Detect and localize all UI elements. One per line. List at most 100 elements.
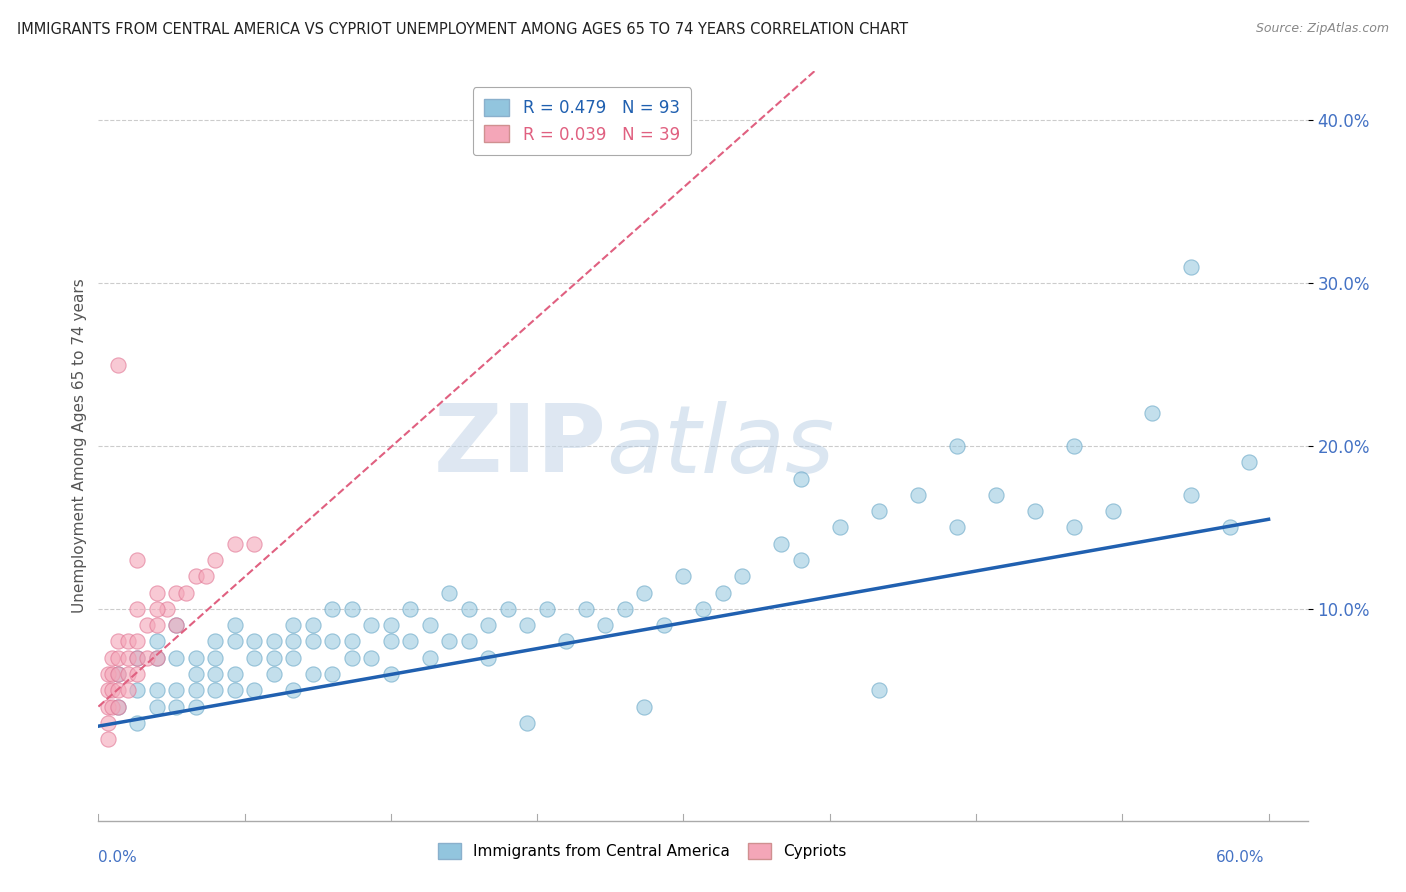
Point — [789, 553, 811, 567]
Text: 0.0%: 0.0% — [98, 850, 138, 865]
Point — [458, 634, 481, 648]
Point — [127, 650, 149, 665]
Point — [302, 618, 325, 632]
Point — [165, 650, 187, 665]
Point — [828, 520, 851, 534]
Point — [380, 634, 402, 648]
Point — [380, 618, 402, 632]
Point — [477, 650, 499, 665]
Point — [711, 585, 734, 599]
Point — [516, 618, 538, 632]
Point — [652, 618, 675, 632]
Point — [184, 699, 207, 714]
Point — [146, 650, 169, 665]
Point — [146, 618, 169, 632]
Point — [101, 650, 124, 665]
Point — [496, 602, 519, 616]
Point — [97, 699, 120, 714]
Point — [107, 699, 129, 714]
Point — [516, 715, 538, 730]
Point — [127, 634, 149, 648]
Point — [224, 683, 246, 698]
Point — [97, 715, 120, 730]
Point — [184, 569, 207, 583]
Point — [117, 667, 139, 681]
Point — [321, 634, 343, 648]
Legend: Immigrants from Central America, Cypriots: Immigrants from Central America, Cypriot… — [432, 838, 853, 865]
Point — [1063, 439, 1085, 453]
Point — [146, 699, 169, 714]
Point — [117, 650, 139, 665]
Point — [243, 634, 266, 648]
Point — [672, 569, 695, 583]
Point — [136, 650, 159, 665]
Point — [107, 667, 129, 681]
Point — [165, 585, 187, 599]
Point — [194, 569, 217, 583]
Point — [283, 634, 305, 648]
Point — [243, 537, 266, 551]
Point — [97, 732, 120, 747]
Point — [184, 650, 207, 665]
Point — [107, 667, 129, 681]
Text: ZIP: ZIP — [433, 400, 606, 492]
Point — [117, 634, 139, 648]
Y-axis label: Unemployment Among Ages 65 to 74 years: Unemployment Among Ages 65 to 74 years — [72, 278, 87, 614]
Point — [439, 585, 461, 599]
Point — [263, 634, 285, 648]
Point — [127, 602, 149, 616]
Point — [283, 683, 305, 698]
Point — [263, 667, 285, 681]
Point — [692, 602, 714, 616]
Point — [555, 634, 578, 648]
Point — [1063, 520, 1085, 534]
Point — [146, 634, 169, 648]
Point — [107, 358, 129, 372]
Point — [174, 585, 197, 599]
Point — [101, 683, 124, 698]
Point — [380, 667, 402, 681]
Point — [107, 699, 129, 714]
Point — [146, 683, 169, 698]
Point — [321, 667, 343, 681]
Point — [146, 650, 169, 665]
Point — [283, 618, 305, 632]
Point — [263, 650, 285, 665]
Point — [283, 650, 305, 665]
Point — [575, 602, 598, 616]
Point — [399, 634, 422, 648]
Point — [156, 602, 179, 616]
Point — [107, 683, 129, 698]
Point — [243, 650, 266, 665]
Point — [204, 667, 226, 681]
Point — [146, 602, 169, 616]
Point — [731, 569, 754, 583]
Point — [127, 553, 149, 567]
Point — [127, 650, 149, 665]
Point — [107, 650, 129, 665]
Point — [204, 650, 226, 665]
Point — [1140, 406, 1163, 420]
Point — [97, 667, 120, 681]
Point — [97, 683, 120, 698]
Point — [1237, 455, 1260, 469]
Point — [1219, 520, 1241, 534]
Point — [136, 618, 159, 632]
Point — [633, 699, 655, 714]
Point — [127, 715, 149, 730]
Point — [146, 585, 169, 599]
Point — [101, 667, 124, 681]
Point — [868, 683, 890, 698]
Point — [224, 667, 246, 681]
Text: atlas: atlas — [606, 401, 835, 491]
Point — [1101, 504, 1123, 518]
Point — [477, 618, 499, 632]
Text: IMMIGRANTS FROM CENTRAL AMERICA VS CYPRIOT UNEMPLOYMENT AMONG AGES 65 TO 74 YEAR: IMMIGRANTS FROM CENTRAL AMERICA VS CYPRI… — [17, 22, 908, 37]
Point — [127, 683, 149, 698]
Point — [165, 618, 187, 632]
Point — [224, 618, 246, 632]
Point — [165, 699, 187, 714]
Point — [302, 667, 325, 681]
Point — [224, 537, 246, 551]
Point — [107, 634, 129, 648]
